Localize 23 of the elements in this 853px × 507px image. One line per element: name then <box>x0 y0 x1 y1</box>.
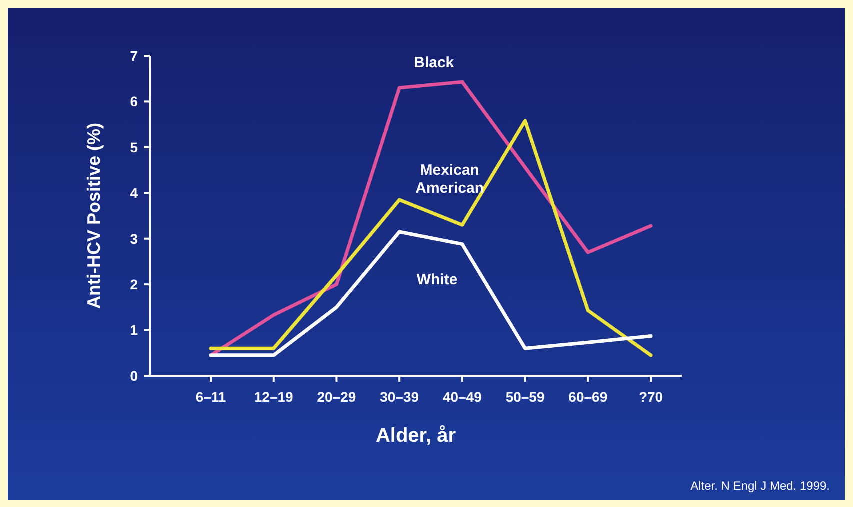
x-tick-label: 30–39 <box>380 389 420 405</box>
x-tick-label: 12–19 <box>254 389 294 405</box>
y-axis-title: Anti-HCV Positive (%) <box>84 122 104 310</box>
x-axis-title: Alder, år <box>376 425 456 447</box>
y-tick-label: 2 <box>130 276 138 292</box>
y-tick-label: 1 <box>130 322 138 338</box>
y-tick-label: 3 <box>130 230 138 247</box>
y-tick-label: 6 <box>130 94 138 110</box>
x-tick-label: 50–59 <box>506 389 545 405</box>
text: Alter. N Engl J Med. 1999. <box>690 479 830 493</box>
x-tick-label: ?70 <box>638 389 664 405</box>
y-tick-label: 5 <box>130 139 138 156</box>
x-tick-label: 20–29 <box>317 389 356 405</box>
y-tick-label: 7 <box>130 48 138 64</box>
y-tick-label: 0 <box>130 368 138 384</box>
x-tick-label: 60–69 <box>568 389 608 405</box>
x-tick-label: 40–49 <box>442 389 482 405</box>
line-series <box>209 230 653 358</box>
x-tick-label: 6–11 <box>196 389 226 405</box>
series-label: Mexican American <box>416 162 484 197</box>
series-label: White <box>416 272 458 289</box>
series-label: Black <box>414 54 455 72</box>
y-tick-label: 4 <box>130 185 138 202</box>
